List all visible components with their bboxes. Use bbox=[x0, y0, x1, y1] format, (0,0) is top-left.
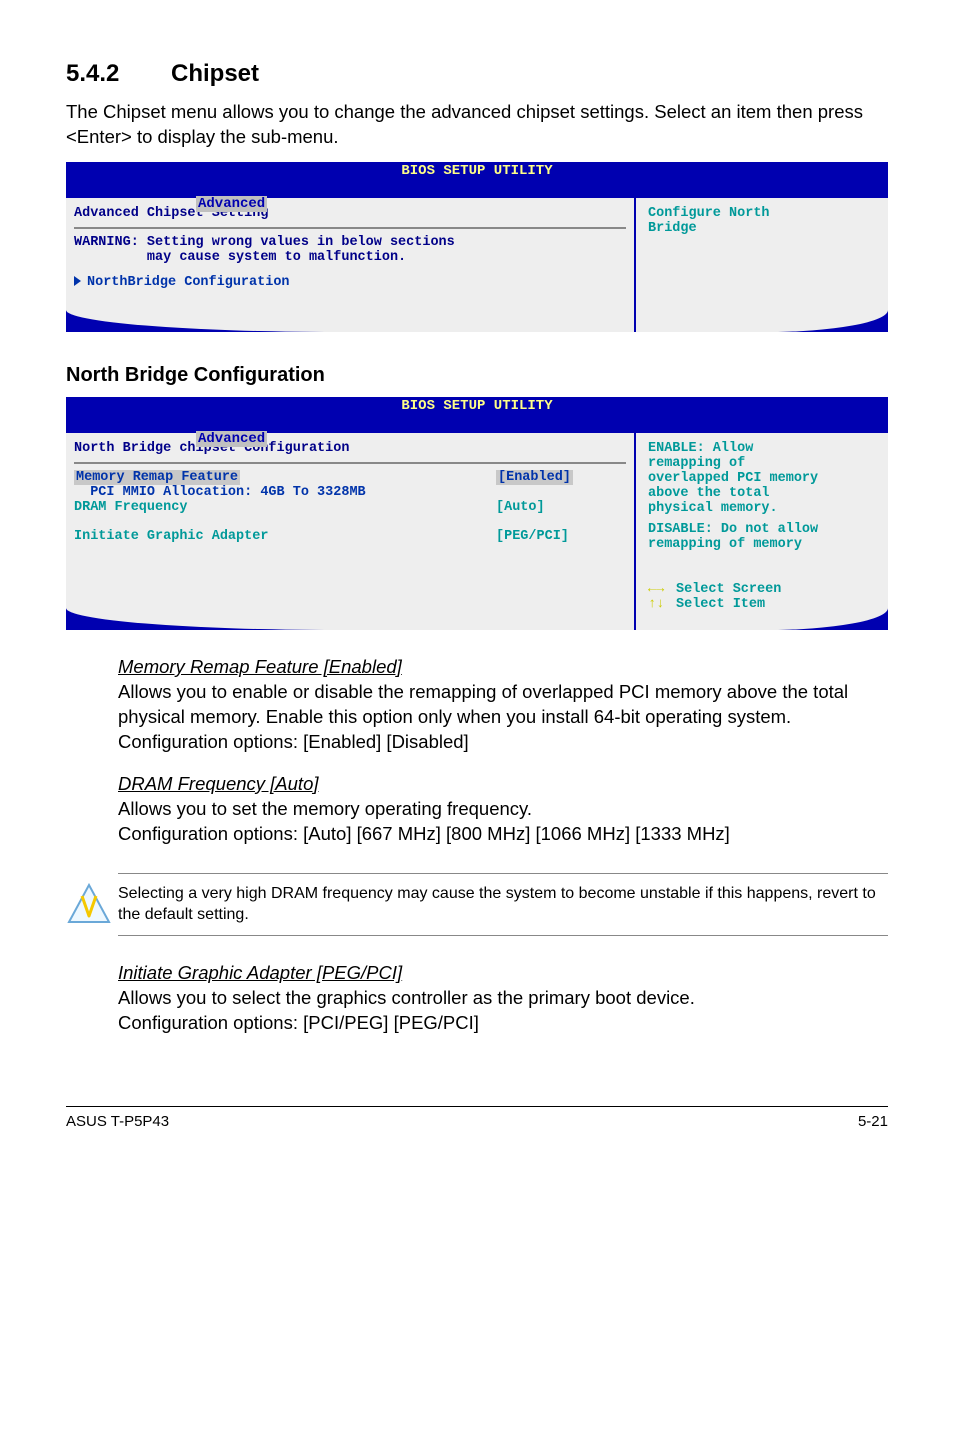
option-body-iga-l2: Configuration options: [PCI/PEG] [PEG/PC… bbox=[118, 1012, 479, 1033]
bios-help-l6: DISABLE: Do not allow bbox=[648, 522, 876, 537]
bios-option-value: [Auto] bbox=[496, 500, 626, 515]
bios-help-l5: physical memory. bbox=[648, 501, 876, 516]
arrows-icon: ↑↓ bbox=[648, 597, 676, 612]
bios-tabbar: Advanced bbox=[66, 415, 888, 433]
note-text: Selecting a very high DRAM frequency may… bbox=[118, 873, 888, 937]
bios-menu-item: NorthBridge Configuration bbox=[74, 275, 626, 290]
bios-warning-l2: may cause system to malfunction. bbox=[74, 250, 626, 265]
bios-screenshot-1: BIOS SETUP UTILITY Advanced Advanced Chi… bbox=[66, 162, 888, 332]
note-box: Selecting a very high DRAM frequency may… bbox=[66, 873, 888, 937]
footer-right: 5-21 bbox=[858, 1113, 888, 1130]
bios-help-l2: remapping of bbox=[648, 456, 876, 471]
bios-header: BIOS SETUP UTILITY bbox=[66, 397, 888, 415]
option-body-dram-l2: Configuration options: [Auto] [667 MHz] … bbox=[118, 823, 730, 844]
bios-right-panel: Configure North Bridge bbox=[634, 198, 888, 332]
bios-option-value: [PEG/PCI] bbox=[496, 529, 626, 544]
section-title: Chipset bbox=[171, 60, 259, 87]
option-heading-memory: Memory Remap Feature [Enabled] bbox=[118, 656, 888, 678]
bios-tab-advanced: Advanced bbox=[196, 431, 267, 447]
bios-left-panel: Advanced Chipset Setting WARNING: Settin… bbox=[66, 198, 634, 332]
bios-panel-title: North Bridge chipset Configuration bbox=[74, 441, 626, 456]
option-heading-iga: Initiate Graphic Adapter [PEG/PCI] bbox=[118, 962, 888, 984]
bios-help-l1: ENABLE: Allow bbox=[648, 441, 876, 456]
bios-left-panel: North Bridge chipset Configuration Memor… bbox=[66, 433, 634, 630]
option-body-dram-l1: Allows you to set the memory operating f… bbox=[118, 798, 532, 819]
section-heading: 5.4.2Chipset bbox=[66, 60, 888, 88]
bios-nav-row: ←→Select Screen bbox=[648, 582, 876, 597]
sub-heading: North Bridge Configuration bbox=[66, 364, 888, 387]
bios-header: BIOS SETUP UTILITY bbox=[66, 162, 888, 180]
bios-help-l7: remapping of memory bbox=[648, 537, 876, 552]
bios-screenshot-2: BIOS SETUP UTILITY Advanced North Bridge… bbox=[66, 397, 888, 630]
bios-help-l4: above the total bbox=[648, 486, 876, 501]
bios-warning-l1: WARNING: Setting wrong values in below s… bbox=[74, 235, 626, 250]
bios-nav-label: Select Item bbox=[676, 597, 765, 612]
bios-nav-row: ↑↓Select Item bbox=[648, 597, 876, 612]
bios-help-l2: Bridge bbox=[648, 221, 876, 236]
option-body-memory: Allows you to enable or disable the rema… bbox=[118, 680, 888, 755]
option-body-dram: Allows you to set the memory operating f… bbox=[118, 797, 888, 847]
footer-left: ASUS T-P5P43 bbox=[66, 1113, 169, 1130]
bios-option-label: DRAM Frequency bbox=[74, 500, 496, 515]
option-heading-dram: DRAM Frequency [Auto] bbox=[118, 773, 888, 795]
bios-help-l3: overlapped PCI memory bbox=[648, 471, 876, 486]
bios-option-info: PCI MMIO Allocation: 4GB To 3328MB bbox=[74, 485, 626, 500]
bios-option-row: Initiate Graphic Adapter [PEG/PCI] bbox=[74, 529, 626, 544]
bios-option-row: DRAM Frequency [Auto] bbox=[74, 500, 626, 515]
bios-tabbar: Advanced bbox=[66, 180, 888, 198]
bios-tab-advanced: Advanced bbox=[196, 196, 267, 212]
page-footer: ASUS T-P5P43 5-21 bbox=[66, 1106, 888, 1130]
bios-right-panel: ENABLE: Allow remapping of overlapped PC… bbox=[634, 433, 888, 630]
warning-icon bbox=[66, 882, 118, 928]
bios-option-row: Memory Remap Feature [Enabled] bbox=[74, 470, 626, 485]
option-body-iga: Allows you to select the graphics contro… bbox=[118, 986, 888, 1036]
bios-menu-item-label: NorthBridge Configuration bbox=[87, 275, 290, 290]
bios-nav-label: Select Screen bbox=[676, 582, 781, 597]
option-body-iga-l1: Allows you to select the graphics contro… bbox=[118, 987, 695, 1008]
arrows-icon: ←→ bbox=[648, 582, 676, 597]
bios-panel-title: Advanced Chipset Setting bbox=[74, 206, 626, 221]
bios-option-label: Memory Remap Feature bbox=[74, 470, 240, 485]
triangle-icon bbox=[74, 276, 81, 286]
intro-paragraph: The Chipset menu allows you to change th… bbox=[66, 100, 888, 150]
section-number: 5.4.2 bbox=[66, 60, 171, 88]
bios-option-value: [Enabled] bbox=[496, 470, 573, 485]
bios-help-l1: Configure North bbox=[648, 206, 876, 221]
bios-option-label: Initiate Graphic Adapter bbox=[74, 529, 496, 544]
